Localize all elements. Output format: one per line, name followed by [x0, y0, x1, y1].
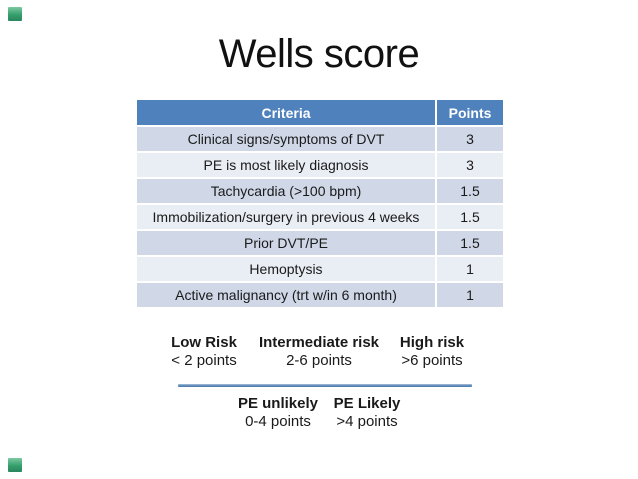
pe-label: PE unlikely	[237, 395, 319, 412]
criteria-cell: Active malignancy (trt w/in 6 month)	[137, 283, 435, 307]
section-divider-rule	[178, 384, 472, 387]
criteria-cell: Tachycardia (>100 bpm)	[137, 179, 435, 203]
criteria-cell: Hemoptysis	[137, 257, 435, 281]
table-row: Clinical signs/symptoms of DVT 3	[137, 127, 503, 151]
table-row: PE is most likely diagnosis 3	[137, 153, 503, 177]
points-cell: 3	[437, 127, 503, 151]
pe-category-likely: PE Likely >4 points	[302, 395, 432, 431]
table-row: Tachycardia (>100 bpm) 1.5	[137, 179, 503, 203]
page-title: Wells score	[218, 32, 420, 76]
risk-level-high: High risk >6 points	[367, 334, 497, 370]
pe-points: >4 points	[336, 413, 398, 430]
risk-points: 2-6 points	[286, 352, 352, 369]
points-cell: 1.5	[437, 231, 503, 255]
points-cell: 1	[437, 283, 503, 307]
table-row: Hemoptysis 1	[137, 257, 503, 281]
criteria-cell: Prior DVT/PE	[137, 231, 435, 255]
pe-category-unlikely: PE unlikely 0-4 points	[213, 395, 343, 431]
points-cell: 1	[437, 257, 503, 281]
criteria-cell: PE is most likely diagnosis	[137, 153, 435, 177]
pe-points: 0-4 points	[245, 413, 311, 430]
wells-score-table: Criteria Points Clinical signs/symptoms …	[137, 100, 503, 309]
table-row: Immobilization/surgery in previous 4 wee…	[137, 205, 503, 229]
column-header-points: Points	[437, 100, 503, 125]
risk-points: < 2 points	[171, 352, 237, 369]
pe-label: PE Likely	[333, 395, 401, 412]
risk-label: Intermediate risk	[258, 334, 380, 351]
criteria-cell: Immobilization/surgery in previous 4 wee…	[137, 205, 435, 229]
criteria-cell: Clinical signs/symptoms of DVT	[137, 127, 435, 151]
points-cell: 1.5	[437, 205, 503, 229]
table-header-row: Criteria Points	[137, 100, 503, 125]
corner-decoration-bottom-left	[8, 458, 22, 472]
risk-label: High risk	[399, 334, 465, 351]
column-header-criteria: Criteria	[137, 100, 435, 125]
corner-decoration-top-left	[8, 7, 22, 21]
risk-level-low: Low Risk < 2 points	[139, 334, 269, 370]
risk-label: Low Risk	[171, 334, 237, 351]
table-row: Active malignancy (trt w/in 6 month) 1	[137, 283, 503, 307]
risk-points: >6 points	[401, 352, 463, 369]
points-cell: 3	[437, 153, 503, 177]
risk-level-intermediate: Intermediate risk 2-6 points	[244, 334, 394, 370]
points-cell: 1.5	[437, 179, 503, 203]
table-row: Prior DVT/PE 1.5	[137, 231, 503, 255]
